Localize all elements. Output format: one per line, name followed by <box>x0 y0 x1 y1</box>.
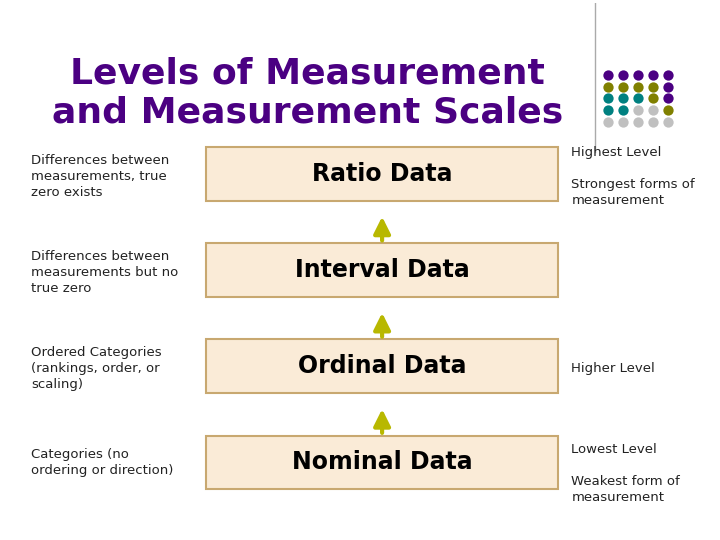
Point <box>618 118 629 126</box>
Point <box>632 118 644 126</box>
Point <box>632 83 644 91</box>
Text: Differences between
measurements, true
zero exists: Differences between measurements, true z… <box>31 154 169 199</box>
Text: Interval Data: Interval Data <box>294 258 469 282</box>
Text: Differences between
measurements but no
true zero: Differences between measurements but no … <box>31 250 178 295</box>
Point <box>632 71 644 79</box>
Point <box>632 94 644 103</box>
Point <box>618 94 629 103</box>
Point <box>632 106 644 114</box>
Point <box>647 118 659 126</box>
Text: Ordinal Data: Ordinal Data <box>298 354 467 378</box>
Text: Ordered Categories
(rankings, order, or
scaling): Ordered Categories (rankings, order, or … <box>31 346 161 391</box>
Point <box>662 94 674 103</box>
Point <box>618 71 629 79</box>
Point <box>647 83 659 91</box>
Point <box>647 94 659 103</box>
Point <box>603 83 614 91</box>
FancyBboxPatch shape <box>207 340 558 393</box>
Text: Highest Level

Strongest forms of
measurement: Highest Level Strongest forms of measure… <box>571 146 695 207</box>
Text: Levels of Measurement
and Measurement Scales: Levels of Measurement and Measurement Sc… <box>52 56 564 130</box>
FancyBboxPatch shape <box>207 244 558 296</box>
Point <box>647 106 659 114</box>
Text: Ratio Data: Ratio Data <box>312 162 452 186</box>
Text: Lowest Level

Weakest form of
measurement: Lowest Level Weakest form of measurement <box>571 443 680 504</box>
Point <box>603 71 614 79</box>
Point <box>618 106 629 114</box>
Point <box>662 118 674 126</box>
Point <box>662 83 674 91</box>
Point <box>662 71 674 79</box>
Point <box>662 106 674 114</box>
Text: Higher Level: Higher Level <box>571 362 655 375</box>
Point <box>603 94 614 103</box>
Point <box>618 83 629 91</box>
Text: Categories (no
ordering or direction): Categories (no ordering or direction) <box>31 448 174 477</box>
FancyBboxPatch shape <box>207 436 558 489</box>
Point <box>647 71 659 79</box>
Point <box>603 118 614 126</box>
Text: Nominal Data: Nominal Data <box>292 450 472 475</box>
FancyBboxPatch shape <box>207 147 558 200</box>
Point <box>603 106 614 114</box>
